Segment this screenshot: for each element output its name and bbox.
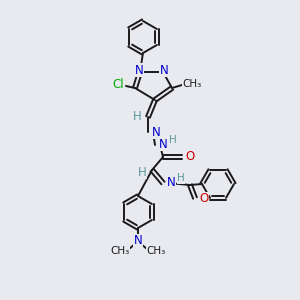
- Text: H: H: [138, 166, 146, 178]
- Text: N: N: [167, 176, 176, 188]
- Text: CH₃: CH₃: [110, 246, 130, 256]
- Text: O: O: [200, 193, 208, 206]
- Text: CH₃: CH₃: [182, 79, 202, 89]
- Text: N: N: [152, 125, 160, 139]
- Text: O: O: [185, 151, 195, 164]
- Text: H: H: [133, 110, 141, 122]
- Text: H: H: [169, 135, 177, 145]
- Text: H: H: [177, 173, 185, 183]
- Text: CH₃: CH₃: [146, 246, 166, 256]
- Text: N: N: [135, 64, 143, 76]
- Text: N: N: [160, 64, 168, 76]
- Text: Cl: Cl: [112, 79, 124, 92]
- Text: N: N: [134, 235, 142, 248]
- Text: N: N: [159, 137, 167, 151]
